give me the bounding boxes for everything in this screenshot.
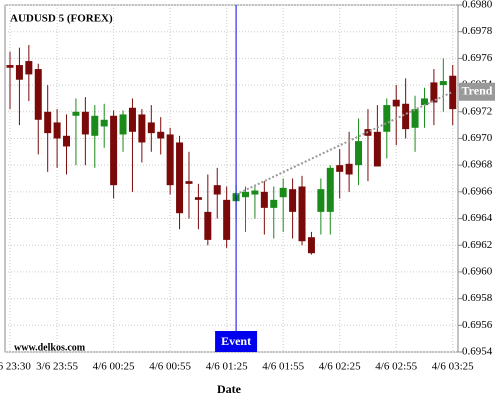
plot-frame — [4, 4, 459, 353]
trend-label-box — [459, 82, 495, 101]
candle-body — [53, 122, 61, 139]
candle-body — [138, 114, 146, 143]
x-tick-label: 4/6 01:55 — [262, 361, 304, 373]
trend-line — [235, 90, 454, 196]
candle-body — [430, 82, 438, 103]
candle-body — [392, 99, 400, 107]
candle-body — [326, 167, 334, 212]
candle-body — [147, 122, 155, 134]
candle-body — [44, 111, 52, 134]
candle-body — [72, 111, 80, 116]
candle-body — [6, 65, 14, 68]
candle-body — [439, 81, 447, 86]
candle-body — [176, 142, 184, 214]
candle-body — [317, 189, 325, 212]
x-axis-title: Date — [217, 382, 242, 396]
y-tick-label: 0.6966 — [462, 185, 493, 197]
candle-body — [213, 185, 221, 195]
candle-body — [260, 191, 268, 208]
y-tick-label: 0.6970 — [462, 132, 493, 144]
candle-body — [279, 187, 287, 198]
candle-body — [242, 191, 249, 198]
candle-body — [166, 134, 174, 186]
candle-body — [355, 141, 363, 166]
y-tick-label: 0.6964 — [462, 212, 493, 224]
event-label-box — [215, 331, 258, 352]
x-tick-label: 4/6 02:55 — [375, 361, 417, 373]
candle-body — [270, 199, 278, 208]
candle-body — [373, 131, 381, 167]
x-tick-label: 4/6 01:25 — [206, 361, 248, 373]
candle-body — [420, 98, 428, 106]
y-tick-label: 0.6956 — [462, 319, 493, 331]
candle-body — [81, 111, 89, 135]
candle-body — [128, 107, 136, 132]
candle-body — [91, 115, 99, 136]
candle-body — [289, 189, 297, 212]
candle-body — [411, 109, 419, 128]
candle-body — [185, 181, 193, 184]
x-tick-label: 4/6 00:25 — [93, 361, 135, 373]
candle-body — [223, 199, 231, 240]
candle-body — [298, 186, 306, 242]
candle-body — [100, 119, 108, 127]
x-tick-label: 4/6 03:25 — [432, 361, 474, 373]
y-tick-label: 0.6962 — [462, 239, 492, 251]
candle-body — [15, 65, 23, 80]
candle-body — [34, 69, 42, 120]
trend-label: Trend — [462, 84, 493, 98]
x-tick-label: 3/6 23:55 — [36, 361, 78, 373]
candle-body — [345, 163, 353, 175]
x-tick-label: 4/6 00:55 — [149, 361, 191, 373]
x-tick-label: 4/6 02:25 — [319, 361, 361, 373]
candle-body — [336, 165, 344, 172]
candle-body — [194, 197, 202, 200]
y-tick-label: 0.6958 — [462, 292, 493, 304]
y-tick-label: 0.6980 — [462, 0, 493, 11]
candle-body — [383, 105, 391, 132]
candle-body — [307, 237, 315, 254]
candle-body — [402, 103, 410, 130]
candle-body — [204, 211, 212, 240]
y-tick-label: 0.6978 — [462, 25, 493, 37]
candle-body — [110, 115, 118, 186]
y-tick-label: 0.6954 — [462, 346, 493, 358]
y-tick-label: 0.6968 — [462, 159, 493, 171]
y-tick-label: 0.6960 — [462, 265, 493, 277]
candle-body — [63, 135, 71, 147]
watermark: www.delkos.com — [14, 342, 86, 353]
candle-body — [251, 190, 259, 195]
x-tick-label: 3/6 23:30 — [0, 361, 31, 373]
y-tick-label: 0.6972 — [462, 105, 492, 117]
candle-body — [157, 131, 165, 139]
y-tick-label: 0.6976 — [462, 52, 493, 64]
candle-body — [119, 114, 127, 135]
chart-title: AUDUSD 5 (FOREX) — [10, 13, 113, 25]
event-label: Event — [221, 334, 251, 348]
candle-body — [449, 75, 457, 110]
candle-body — [25, 61, 33, 75]
